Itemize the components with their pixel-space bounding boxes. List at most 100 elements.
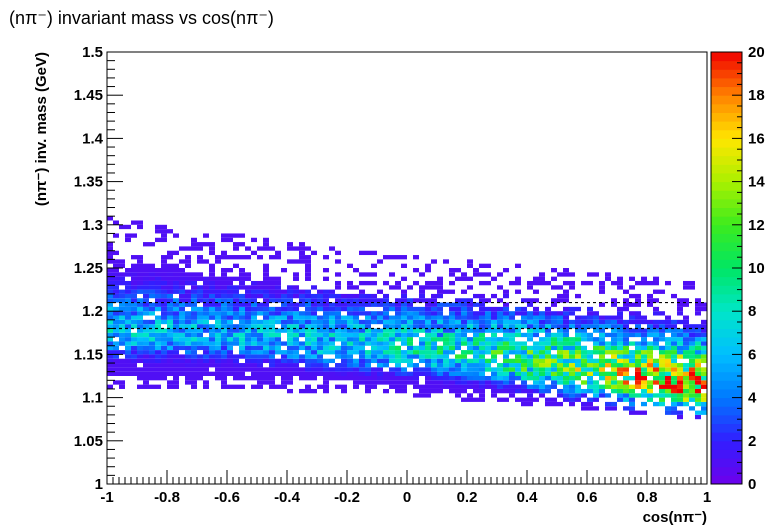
heatmap-cell <box>587 280 593 286</box>
heatmap-cell <box>485 263 491 268</box>
heatmap-cell <box>593 363 599 368</box>
heatmap-cell <box>383 371 389 376</box>
heatmap-cell <box>461 276 467 281</box>
heatmap-cell <box>227 319 233 325</box>
heatmap-cell <box>449 384 455 389</box>
heatmap-cell <box>587 324 593 329</box>
heatmap-cell <box>533 345 539 351</box>
heatmap-cell <box>335 337 341 342</box>
heatmap-cell <box>221 358 227 364</box>
heatmap-cell <box>413 306 419 312</box>
heatmap-cell <box>677 345 683 351</box>
heatmap-cell <box>275 255 281 260</box>
heatmap-cell <box>503 306 509 312</box>
heatmap-cell <box>245 341 251 346</box>
heatmap-cell <box>311 358 317 364</box>
heatmap-cell <box>431 306 437 312</box>
heatmap-cell <box>263 380 269 385</box>
heatmap-cell <box>371 302 377 307</box>
heatmap-cell <box>443 259 449 264</box>
heatmap-cell <box>629 354 635 359</box>
heatmap-cell <box>419 358 425 364</box>
heatmap-cell <box>119 337 125 342</box>
heatmap-cell <box>173 376 179 381</box>
heatmap-cell <box>209 246 215 251</box>
heatmap-cell <box>305 268 311 273</box>
heatmap-cell <box>473 341 479 346</box>
x-tick-label: 0.2 <box>457 489 478 506</box>
heatmap-cell <box>239 311 245 316</box>
heatmap-cell <box>407 332 413 338</box>
heatmap-cell <box>119 328 125 333</box>
heatmap-cell <box>635 410 641 415</box>
heatmap-cell <box>143 263 149 268</box>
heatmap-cell <box>695 354 701 359</box>
heatmap-cell <box>479 280 485 286</box>
heatmap-cell <box>137 319 143 325</box>
heatmap-cell <box>221 328 227 333</box>
heatmap-cell <box>269 380 275 385</box>
heatmap-cell <box>581 345 587 351</box>
heatmap-cell <box>197 285 203 290</box>
heatmap-cell <box>203 280 209 286</box>
heatmap-cell <box>461 337 467 342</box>
heatmap-cell <box>107 345 113 351</box>
heatmap-cell <box>293 289 299 294</box>
heatmap-cell <box>341 319 347 325</box>
heatmap-cell <box>377 341 383 346</box>
heatmap-cell <box>215 337 221 342</box>
heatmap-cell <box>179 358 185 364</box>
heatmap-cell <box>371 311 377 316</box>
color-bar-segment <box>711 190 742 200</box>
heatmap-cell <box>119 363 125 368</box>
heatmap-cell <box>215 376 221 381</box>
heatmap-cell <box>143 384 149 389</box>
heatmap-cell <box>653 367 659 372</box>
heatmap-cell <box>473 337 479 342</box>
color-bar-segment <box>711 276 742 286</box>
heatmap-cell <box>551 302 557 307</box>
heatmap-cell <box>209 371 215 376</box>
heatmap-cell <box>263 242 269 247</box>
heatmap-cell <box>587 367 593 372</box>
heatmap-cell <box>173 250 179 256</box>
heatmap-cell <box>563 280 569 286</box>
heatmap-cell <box>671 380 677 385</box>
heatmap-cell <box>131 311 137 316</box>
heatmap-cell <box>335 328 341 333</box>
heatmap-cell <box>623 354 629 359</box>
heatmap-cell <box>173 367 179 372</box>
heatmap-cell <box>431 376 437 381</box>
heatmap-cell <box>323 358 329 364</box>
heatmap-cell <box>113 367 119 372</box>
heatmap-cell <box>569 345 575 351</box>
heatmap-cell <box>659 358 665 364</box>
heatmap-cell <box>311 298 317 303</box>
heatmap-cell <box>623 302 629 307</box>
heatmap-cell <box>299 358 305 364</box>
heatmap-cell <box>521 315 527 320</box>
heatmap-cell <box>221 272 227 277</box>
heatmap-cell <box>113 358 119 364</box>
heatmap-cell <box>455 371 461 376</box>
heatmap-cell <box>287 367 293 372</box>
heatmap-cell <box>683 302 689 307</box>
heatmap-cell <box>293 341 299 346</box>
heatmap-cell <box>167 332 173 338</box>
heatmap-cell <box>611 341 617 346</box>
heatmap-cell <box>239 285 245 290</box>
heatmap-cell <box>509 319 515 325</box>
heatmap-cell <box>161 306 167 312</box>
heatmap-cell <box>149 268 155 273</box>
heatmap-cell <box>251 315 257 320</box>
heatmap-cell <box>599 289 605 294</box>
heatmap-cell <box>665 345 671 351</box>
heatmap-cell <box>413 354 419 359</box>
heatmap-cell <box>203 289 209 294</box>
heatmap-cell <box>503 337 509 342</box>
heatmap-cell <box>611 315 617 320</box>
heatmap-cell <box>473 354 479 359</box>
heatmap-cell <box>131 272 137 277</box>
heatmap-cell <box>341 306 347 312</box>
